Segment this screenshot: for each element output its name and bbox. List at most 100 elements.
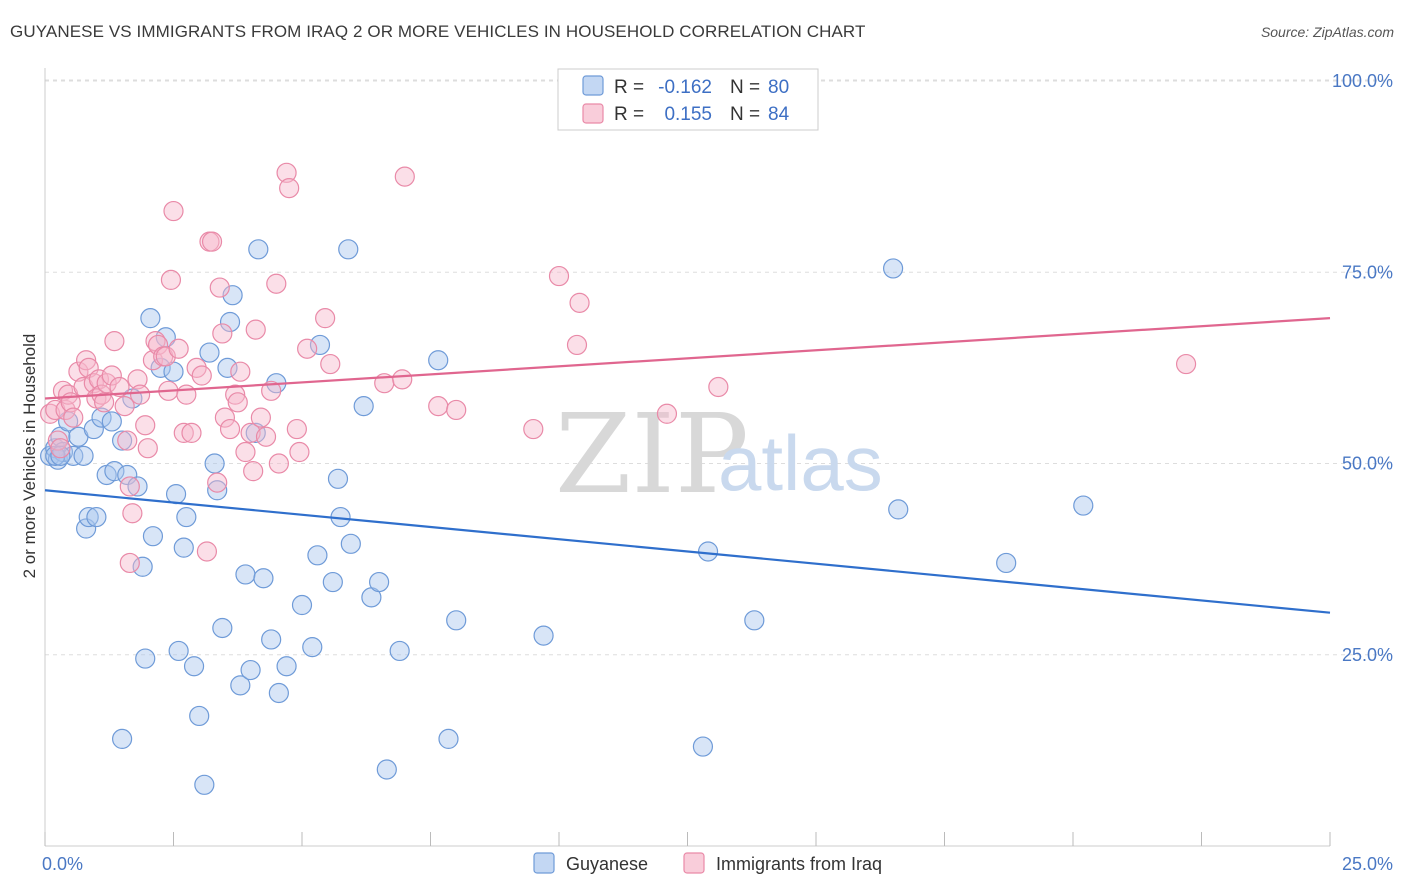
guyanese-point [168,640,189,662]
guyanese-point [389,640,410,662]
iraq-point [119,476,140,497]
iraq-point [78,357,99,378]
guyanese-point [83,418,104,440]
guyanese-point [165,484,187,505]
guyanese-point [744,610,765,631]
guyanese-point [127,476,148,497]
iraq-point [181,422,202,443]
source-label: Source: ZipAtlas.com [1260,24,1394,40]
iraq-point [245,319,266,340]
iraq-point [276,162,297,183]
iraq-point [76,350,97,371]
bottom-legend-swatch-iraq [683,852,705,874]
iraq-point [315,308,336,329]
y-tick-label: 25.0% [1342,645,1393,665]
guyanese-point [327,468,349,489]
guyanese-point [240,659,261,681]
bottom-legend: Guyanese Immigrants from Iraq [533,852,882,874]
legend-r-label-iraq: R = [614,104,644,125]
guyanese-point [189,705,210,727]
guyanese-point [78,506,99,528]
legend-swatch-iraq [582,103,604,124]
guyanese-point [217,357,238,378]
guyanese-point [245,422,266,443]
guyanese-point [291,594,313,616]
iraq-point [243,461,264,482]
guyanese-point [353,396,374,417]
guyanese-point [91,407,112,428]
iraq-point [446,399,467,421]
iraq-point [50,438,71,459]
guyanese-point [219,311,241,333]
guyanese-point [183,656,205,677]
trend-line-guyanese [44,489,1331,614]
guyanese-point [322,571,343,593]
guyanese-point [111,728,133,750]
guyanese-point [1073,495,1094,516]
iraq-point [207,472,228,493]
guyanese-point [204,453,225,474]
iraq-point [255,426,277,447]
legend-r-label-guyanese: R = [614,77,644,98]
iraq-point [176,384,197,405]
iraq-point [137,438,158,459]
iraq-point [394,166,415,187]
iraq-point [266,273,287,294]
iraq-point [268,453,289,474]
iraq-point [214,407,235,428]
iraq-point [392,369,413,390]
iraq-point [235,441,256,463]
guyanese-point [338,239,359,260]
iraq-point [191,365,212,386]
iraq-point [160,269,182,290]
iraq-point [168,338,189,359]
guyanese-point [888,499,909,520]
iraq-point [163,200,184,222]
legend: R = -0.162 N = 80 R = 0.155 N = 84 [557,68,819,131]
trend-lines [44,317,1331,614]
iraq-point [230,361,251,382]
guyanese-point [176,506,197,528]
guyanese-point [302,636,323,658]
iraq-point [428,396,449,417]
guyanese-point [369,571,390,593]
iraq-point [114,396,135,417]
y-tick-label: 100.0% [1332,71,1393,91]
iraq-point [135,415,156,436]
y-tick-labels: 25.0% 50.0% 75.0% 100.0% [1332,71,1393,665]
iraq-point [708,376,729,398]
iraq-point [127,369,148,390]
watermark: ZIP atlas [555,390,883,518]
guyanese-point [111,430,133,451]
bottom-legend-swatch-guyanese [533,852,555,874]
guyanese-point [307,545,328,566]
iraq-point [212,323,233,344]
iraq-point [1175,353,1197,375]
guyanese-point [132,556,153,577]
guyanese-point [248,239,269,260]
iraq-point [286,418,307,440]
iraq-point [297,338,318,359]
guyanese-point [697,541,719,562]
iraq-point [101,365,122,386]
guyanese-point [50,445,71,466]
iraq-point [279,178,300,199]
watermark-atlas: atlas [718,419,883,507]
iraq-point [47,430,68,451]
iraq-point [320,353,341,375]
iraq-point [261,380,282,401]
guyanese-point [438,728,459,750]
legend-n-value-iraq: 84 [768,104,790,125]
iraq-point [147,334,169,356]
guyanese-point [194,774,215,795]
iraq-point [155,346,176,367]
iraq-point [122,503,143,524]
guyanese-point [86,506,107,528]
guyanese-point [882,258,904,279]
guyanese-point [104,461,125,482]
iraq-point [289,441,310,463]
iraq-point [117,430,138,451]
guyanese-point [173,537,194,558]
legend-n-label-iraq: N = [730,104,760,125]
